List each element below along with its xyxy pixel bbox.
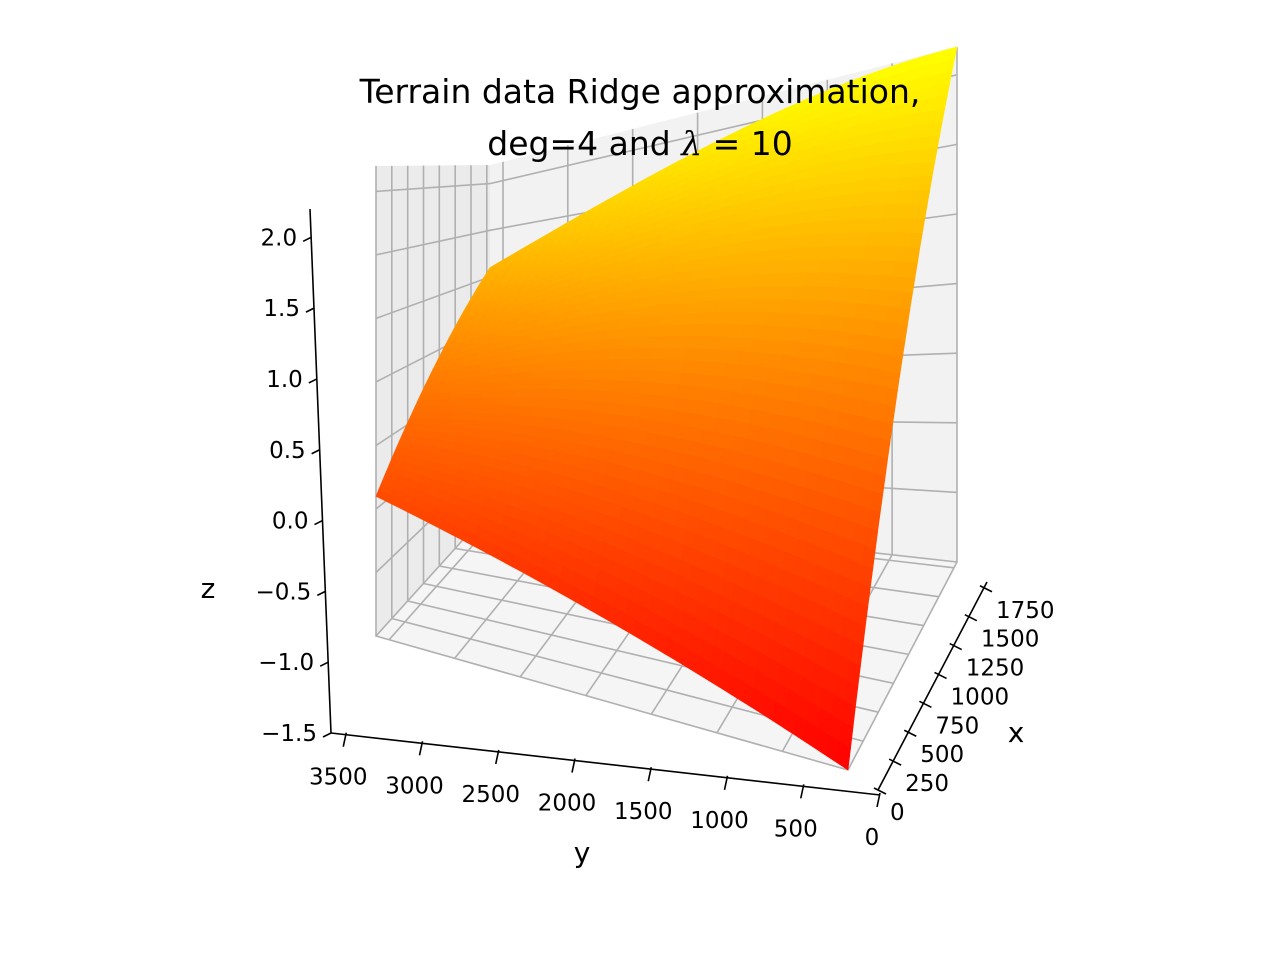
z-tick-4 bbox=[311, 449, 321, 455]
surface-patch bbox=[913, 204, 928, 220]
y-axis-label: y bbox=[574, 836, 591, 869]
surface-patch bbox=[893, 323, 908, 342]
x-tick-2 bbox=[903, 729, 917, 737]
ridge-surface bbox=[375, 46, 958, 771]
z-tick-1 bbox=[319, 661, 329, 667]
x-tick-4 bbox=[934, 671, 947, 680]
y-tick-5 bbox=[494, 749, 500, 765]
y-tick-4 bbox=[571, 758, 576, 773]
surface-patch bbox=[871, 473, 886, 496]
y-tick-label-1: 500 bbox=[774, 816, 818, 842]
surface-patch bbox=[908, 232, 923, 249]
z-tick-3 bbox=[314, 519, 323, 526]
surface-patch bbox=[916, 189, 931, 205]
surface-patch bbox=[876, 438, 891, 460]
surface-patch bbox=[881, 404, 896, 425]
chart-title-text-1: Terrain data Ridge approximation, bbox=[359, 72, 921, 111]
y-tick-1 bbox=[799, 784, 805, 799]
x-tick-6 bbox=[964, 613, 978, 622]
z-axis-line bbox=[309, 208, 332, 734]
surface-patch bbox=[836, 741, 851, 771]
x-tick-label-7: 1750 bbox=[996, 598, 1055, 624]
y-tick-label-3: 1500 bbox=[614, 799, 673, 825]
z-tick-label-2: −0.5 bbox=[255, 579, 311, 605]
surface-patch bbox=[888, 355, 903, 375]
y-tick-7 bbox=[342, 732, 348, 747]
surface-patch bbox=[879, 421, 893, 443]
chart-title-line-1: Terrain data Ridge approximation, bbox=[0, 72, 1280, 111]
y-tick-2 bbox=[723, 775, 729, 790]
z-tick-label-6: 1.5 bbox=[263, 296, 300, 322]
y-tick-0 bbox=[876, 792, 881, 808]
y-tick-label-6: 3000 bbox=[385, 773, 444, 799]
x-tick-label-5: 1250 bbox=[966, 656, 1025, 682]
z-tick-0 bbox=[322, 732, 332, 738]
surface-patch bbox=[911, 218, 926, 234]
z-tick-label-1: −1.0 bbox=[258, 650, 314, 676]
x-tick-0 bbox=[873, 787, 887, 795]
z-tick-label-0: −1.5 bbox=[261, 721, 317, 747]
surface-patch bbox=[896, 307, 911, 326]
axis-labels: x y z bbox=[201, 572, 1025, 869]
z-tick-label-5: 1.0 bbox=[266, 367, 303, 393]
z-tick-6 bbox=[305, 307, 315, 313]
surface-patch bbox=[898, 292, 913, 310]
y-tick-3 bbox=[647, 766, 653, 782]
x-tick-label-4: 1000 bbox=[951, 684, 1010, 710]
chart-title-suffix: = 10 bbox=[702, 124, 793, 163]
y-tick-label-4: 2000 bbox=[538, 791, 597, 817]
lambda-symbol: λ bbox=[681, 124, 703, 163]
x-tick-7 bbox=[979, 585, 993, 593]
chart-title-prefix: deg=4 and bbox=[487, 124, 682, 163]
surface-patch bbox=[874, 455, 888, 478]
z-tick-2 bbox=[316, 590, 326, 597]
z-tick-7 bbox=[302, 236, 312, 243]
z-tick-label-7: 2.0 bbox=[261, 225, 298, 251]
y-tick-label-0: 0 bbox=[865, 825, 880, 851]
x-tick-1 bbox=[888, 758, 902, 766]
x-tick-label-1: 250 bbox=[905, 771, 949, 797]
surface-patch bbox=[921, 162, 936, 177]
chart-title-line-2: deg=4 and λ = 10 bbox=[0, 124, 1280, 163]
y-tick-label-2: 1000 bbox=[690, 808, 749, 834]
x-tick-label-0: 0 bbox=[890, 800, 905, 826]
surface-patch bbox=[886, 371, 901, 391]
x-tick-5 bbox=[949, 642, 963, 651]
surface-patch bbox=[918, 175, 933, 191]
y-tick-label-5: 2500 bbox=[461, 782, 520, 808]
x-axis-label: x bbox=[1008, 716, 1025, 749]
axis-ticks bbox=[302, 236, 993, 808]
surface-patch bbox=[891, 339, 906, 358]
y-tick-label-7: 3500 bbox=[309, 765, 368, 791]
axis-tick-labels: 0250500750100012501500175005001000150020… bbox=[255, 225, 1054, 851]
z-tick-5 bbox=[308, 378, 318, 384]
surface-patch bbox=[903, 262, 918, 279]
x-tick-label-2: 500 bbox=[920, 742, 964, 768]
surface-patch bbox=[884, 387, 898, 408]
x-tick-3 bbox=[919, 700, 932, 709]
z-tick-label-4: 0.5 bbox=[269, 438, 306, 464]
y-tick-6 bbox=[418, 741, 424, 756]
surface-patch bbox=[906, 247, 921, 264]
z-tick-label-3: 0.0 bbox=[272, 509, 309, 535]
surface-patch bbox=[901, 277, 916, 295]
x-tick-label-6: 1500 bbox=[981, 627, 1040, 653]
z-axis-label: z bbox=[201, 572, 216, 605]
x-tick-label-3: 750 bbox=[935, 713, 979, 739]
